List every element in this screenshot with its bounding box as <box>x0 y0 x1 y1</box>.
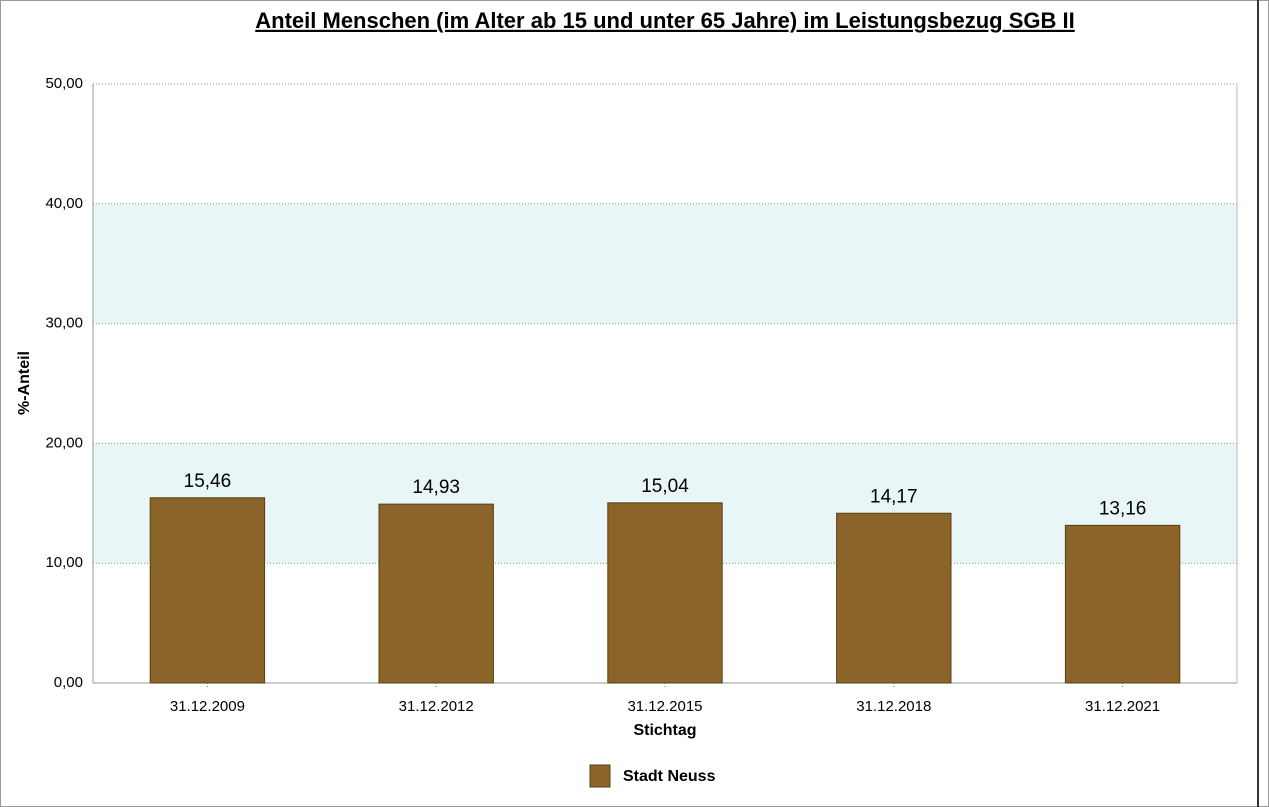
x-tick-label: 31.12.2018 <box>856 698 931 715</box>
y-tick-label: 20,00 <box>45 434 83 451</box>
value-label: 15,46 <box>184 471 232 492</box>
x-tick-label: 31.12.2012 <box>399 698 474 715</box>
bar <box>607 502 723 684</box>
bar <box>1064 524 1181 684</box>
value-label: 14,17 <box>870 486 918 507</box>
x-axis-label: Stichtag <box>633 722 696 739</box>
y-tick-label: 40,00 <box>45 195 83 212</box>
y-axis-label: %-Anteil <box>16 351 33 415</box>
y-tick-label: 50,00 <box>45 75 83 92</box>
y-tick-label: 30,00 <box>45 315 83 332</box>
x-tick-label: 31.12.2021 <box>1085 698 1160 715</box>
y-tick-label: 10,00 <box>45 554 83 571</box>
x-tick-label: 31.12.2009 <box>170 698 245 715</box>
legend-swatch <box>589 764 611 788</box>
legend-label: Stadt Neuss <box>623 768 716 785</box>
value-label: 15,04 <box>641 476 689 497</box>
bar <box>149 497 266 684</box>
x-tick-label: 31.12.2015 <box>627 698 702 715</box>
value-label: 14,93 <box>412 477 460 498</box>
chart-title: Anteil Menschen (im Alter ab 15 und unte… <box>255 8 1074 33</box>
bar <box>378 503 494 684</box>
bar <box>836 512 952 684</box>
y-tick-label: 0,00 <box>54 674 83 691</box>
grid-band <box>93 203 1237 324</box>
value-label: 13,16 <box>1099 498 1147 519</box>
